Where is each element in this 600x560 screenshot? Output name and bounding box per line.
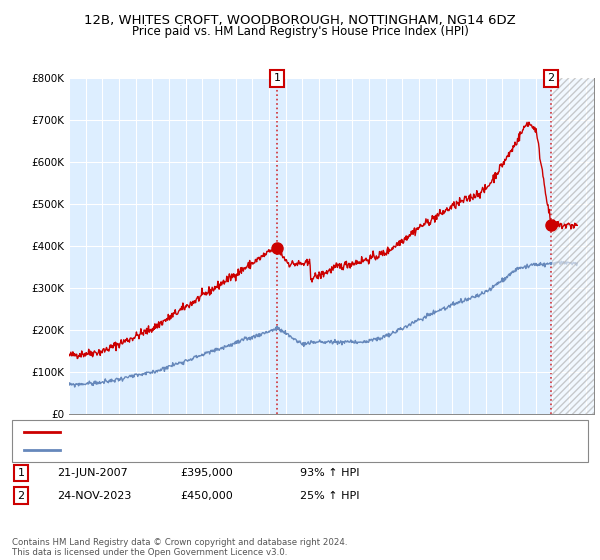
Bar <box>553 78 594 414</box>
Text: 2: 2 <box>17 491 25 501</box>
Text: 12B, WHITES CROFT, WOODBOROUGH, NOTTINGHAM, NG14 6DZ (detached house): 12B, WHITES CROFT, WOODBOROUGH, NOTTINGH… <box>69 427 477 437</box>
Text: 24-NOV-2023: 24-NOV-2023 <box>57 491 131 501</box>
Text: 93% ↑ HPI: 93% ↑ HPI <box>300 468 359 478</box>
Text: £450,000: £450,000 <box>180 491 233 501</box>
Text: 21-JUN-2007: 21-JUN-2007 <box>57 468 128 478</box>
Text: 1: 1 <box>17 468 25 478</box>
Text: 1: 1 <box>274 73 280 83</box>
Text: HPI: Average price, detached house, Gedling: HPI: Average price, detached house, Gedl… <box>69 445 287 455</box>
Text: Price paid vs. HM Land Registry's House Price Index (HPI): Price paid vs. HM Land Registry's House … <box>131 25 469 38</box>
Text: 25% ↑ HPI: 25% ↑ HPI <box>300 491 359 501</box>
Text: Contains HM Land Registry data © Crown copyright and database right 2024.
This d: Contains HM Land Registry data © Crown c… <box>12 538 347 557</box>
Text: 12B, WHITES CROFT, WOODBOROUGH, NOTTINGHAM, NG14 6DZ: 12B, WHITES CROFT, WOODBOROUGH, NOTTINGH… <box>84 14 516 27</box>
Text: £395,000: £395,000 <box>180 468 233 478</box>
Text: 2: 2 <box>547 73 554 83</box>
Bar <box>553 78 594 414</box>
